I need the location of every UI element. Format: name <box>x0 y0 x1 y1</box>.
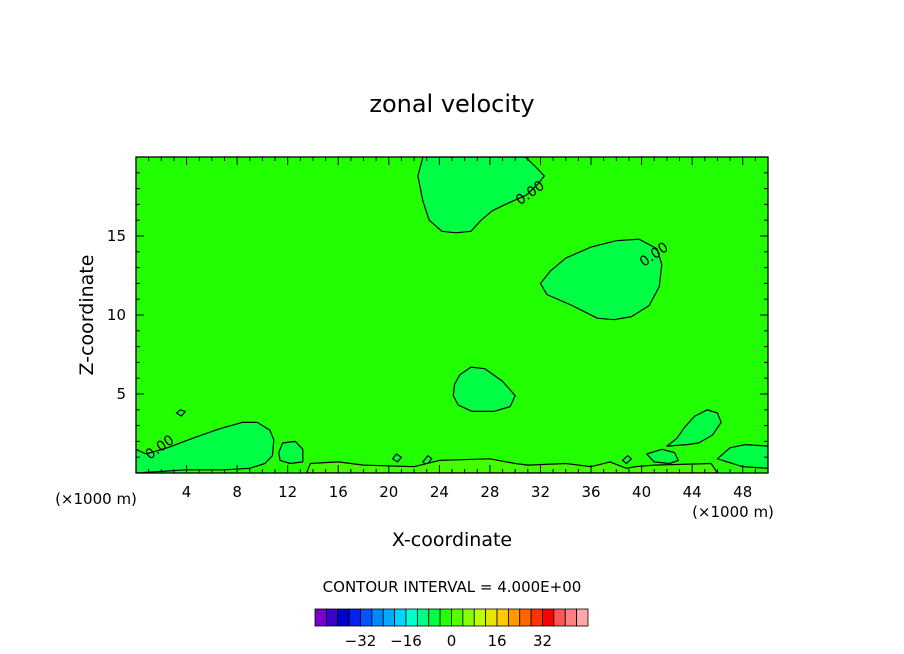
colorbar-swatch <box>405 608 418 627</box>
x-tick-label: 20 <box>379 483 398 501</box>
y-tick-label: 5 <box>116 385 126 403</box>
x-tick-label: 28 <box>480 483 499 501</box>
x-axis-title: X-coordinate <box>392 529 512 551</box>
x-tick-label: 40 <box>632 483 651 501</box>
contour-region-upper-right <box>539 238 663 321</box>
contour-region-small-dot-2 <box>392 453 402 463</box>
contour-region-lower-left <box>136 421 275 473</box>
x-unit-label-right: (×1000 m) <box>692 503 774 521</box>
contour-region-bottom-strip <box>306 458 719 473</box>
colorbar-swatch <box>360 608 373 627</box>
colorbar-swatch <box>542 608 555 627</box>
contour-region-middle <box>452 366 516 412</box>
contour-regions <box>136 157 768 473</box>
colorbar-swatch <box>348 608 361 627</box>
y-axis-title: Z-coordinate <box>76 255 98 376</box>
x-tick-label: 12 <box>278 483 297 501</box>
colorbar-swatch <box>325 608 339 627</box>
colorbar-swatch <box>314 608 327 627</box>
x-tick-label: 16 <box>329 483 348 501</box>
x-tick-label: 44 <box>683 483 702 501</box>
colorbar-swatch <box>519 608 532 627</box>
colorbar-tick-label: −16 <box>390 632 422 650</box>
colorbar-swatch <box>462 608 475 627</box>
colorbar-swatch <box>496 608 509 627</box>
colorbar-swatch <box>394 608 407 627</box>
y-axis: 5 10 15 <box>107 172 768 458</box>
colorbar-swatch <box>416 608 430 627</box>
contour-region-small-left <box>278 440 304 465</box>
plot-area: 0.000.000.00 <box>135 156 769 474</box>
colorbar-swatch <box>553 608 566 627</box>
colorbar-swatch <box>530 608 543 627</box>
colorbar-tick-label: 32 <box>533 632 552 650</box>
contour-interval-label: CONTOUR INTERVAL = 4.000E+00 <box>323 578 582 596</box>
colorbar-swatch <box>428 608 441 627</box>
colorbar-swatch <box>439 608 452 627</box>
x-tick-label: 8 <box>232 483 242 501</box>
y-tick-label: 15 <box>107 227 126 245</box>
contour-region-lower-right-2 <box>646 448 679 465</box>
x-axis: 4 8 12 16 20 24 28 32 36 40 44 48 <box>148 157 756 501</box>
x-tick-label: 4 <box>182 483 192 501</box>
colorbar: −32 −16 0 16 32 <box>314 608 589 650</box>
x-tick-label: 32 <box>531 483 550 501</box>
contour-region-upper-center <box>417 157 545 234</box>
colorbar-swatch <box>337 608 350 627</box>
x-tick-label: 36 <box>581 483 600 501</box>
colorbar-swatch <box>485 608 498 627</box>
contour-region-lower-right <box>666 409 722 447</box>
contour-region-small-dot-1 <box>175 409 186 417</box>
colorbar-swatch <box>382 608 396 627</box>
colorbar-swatch <box>473 608 487 627</box>
colorbar-tick-label: −32 <box>345 632 377 650</box>
colorbar-tick-label: 0 <box>447 632 457 650</box>
x-unit-label-left: (×1000 m) <box>55 490 137 508</box>
chart-title: zonal velocity <box>369 90 534 118</box>
x-tick-label: 48 <box>733 483 752 501</box>
y-tick-label: 10 <box>107 306 126 324</box>
colorbar-tick-label: 16 <box>487 632 506 650</box>
colorbar-swatch <box>507 608 521 627</box>
x-tick-label: 24 <box>430 483 449 501</box>
colorbar-swatch <box>576 608 589 627</box>
contour-region-small-dot-4 <box>621 455 633 465</box>
colorbar-swatch <box>564 608 578 627</box>
colorbar-swatch <box>451 608 464 627</box>
colorbar-swatch <box>371 608 384 627</box>
